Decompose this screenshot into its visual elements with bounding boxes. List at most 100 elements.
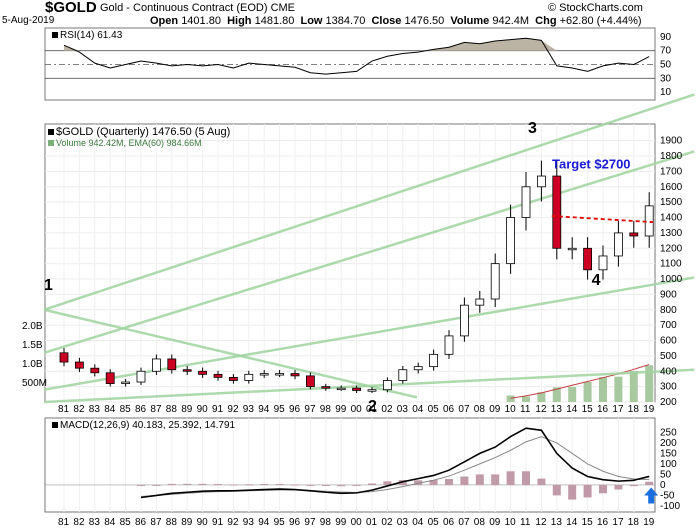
- price-label-text: $GOLD (Quarterly) 1476.50 (5 Aug): [56, 126, 231, 138]
- macd-histogram-bar: [614, 484, 623, 490]
- candle-body: [583, 247, 592, 271]
- x-tick-label: 98: [320, 404, 332, 415]
- rsi-label: RSI(14) 61.43: [52, 30, 122, 41]
- symbol-description: Gold - Continuous Contract (EOD) CME: [100, 2, 295, 14]
- exchange-text: CME: [270, 2, 296, 14]
- candle-body: [275, 373, 285, 376]
- x-tick-label: 88: [166, 404, 178, 415]
- chg-label: Chg: [535, 15, 557, 27]
- x-tick-label: 97: [304, 517, 316, 528]
- candle-body: [336, 387, 346, 391]
- x-tick-label: 98: [320, 517, 332, 528]
- candle-body: [198, 370, 208, 375]
- volume-bar: [645, 365, 654, 402]
- x-tick-label: 12: [535, 517, 547, 528]
- macd-histogram-bar: [137, 484, 145, 486]
- price-tick-label: 300: [660, 382, 677, 393]
- x-tick-label: 18: [628, 517, 640, 528]
- candle-body: [475, 298, 485, 306]
- x-tick-label: 06: [443, 517, 455, 528]
- x-tick-label: 87: [150, 404, 162, 415]
- chart-header: $GOLD Gold - Continuous Contract (EOD) C…: [0, 0, 700, 28]
- candle-body: [629, 232, 639, 237]
- close-value: 1476.50: [404, 15, 445, 27]
- x-tick-label: 86: [135, 517, 147, 528]
- rsi-tick-label: 90: [660, 32, 672, 43]
- candle-body: [537, 175, 546, 188]
- x-tick-label: 10: [505, 517, 517, 528]
- price-tick-label: 200: [660, 397, 677, 408]
- x-tick-label: 81: [58, 404, 70, 415]
- watermark: © StockCharts.com: [548, 2, 643, 14]
- x-tick-label: 16: [597, 517, 609, 528]
- rsi-marker: [52, 32, 58, 38]
- x-tick-label: 91: [212, 404, 224, 415]
- x-tick-label: 14: [566, 517, 578, 528]
- rsi-tick-label: 50: [660, 60, 672, 71]
- x-tick-label: 13: [551, 404, 563, 415]
- macd-histogram-bar: [214, 484, 222, 486]
- price-tick-label: 900: [660, 289, 677, 300]
- price-tick-label: 700: [660, 320, 677, 331]
- price-tick-label: 1200: [660, 243, 683, 254]
- volume-bar: [614, 376, 623, 402]
- volume-tick-label: 2.0B: [22, 321, 43, 332]
- price-tick-label: 1100: [660, 259, 682, 270]
- x-tick-label: 04: [412, 404, 424, 415]
- x-tick-label: 00: [351, 404, 363, 415]
- candle-body: [90, 367, 100, 374]
- candle-body: [382, 380, 392, 391]
- macd-tick-label: -50: [660, 490, 675, 501]
- candle-body: [552, 175, 562, 249]
- x-tick-label: 02: [381, 404, 393, 415]
- rsi-tick-label: 70: [660, 46, 672, 57]
- candle-body: [136, 370, 146, 383]
- x-tick-label: 93: [243, 517, 255, 528]
- trend-channel-line: [43, 308, 418, 399]
- wave-label: 2: [368, 398, 377, 415]
- candle-body: [614, 232, 623, 257]
- x-tick-label: 16: [597, 404, 609, 415]
- macd-panel-frame: [44, 417, 656, 513]
- macd-label: MACD(12,26,9) 40.183, 25.392, 14.791: [52, 420, 235, 431]
- candle-body: [182, 369, 192, 372]
- macd-histogram-bar: [460, 476, 469, 485]
- volume-label-row: Volume 942.42M, EMA(60) 984.66M: [48, 138, 202, 148]
- macd-histogram-bar: [445, 479, 453, 485]
- x-tick-label: 94: [258, 404, 270, 415]
- macd-histogram-bar: [383, 481, 392, 485]
- wave-label: 4: [592, 272, 601, 289]
- volume-bar: [506, 395, 515, 402]
- x-tick-label: 87: [150, 517, 162, 528]
- candle-body: [213, 373, 223, 378]
- wave-label: 1: [44, 277, 53, 294]
- macd-histogram-bar: [291, 484, 299, 486]
- symbol-title: $GOLD: [45, 0, 97, 16]
- price-tick-label: 1400: [660, 213, 683, 224]
- rsi-panel-frame: [44, 27, 656, 101]
- price-tick-label: 600: [660, 336, 677, 347]
- rsi-tick-label: 30: [660, 73, 672, 84]
- open-value: 1401.80: [181, 15, 221, 27]
- macd-histogram-bar: [321, 484, 330, 486]
- macd-tick-label: -100: [660, 501, 680, 512]
- price-marker: [48, 129, 54, 135]
- macd-histogram-bar: [537, 478, 546, 485]
- macd-marker: [52, 422, 58, 428]
- candle-body: [59, 352, 69, 363]
- x-tick-label: 91: [212, 517, 224, 528]
- x-tick-label: 05: [428, 517, 440, 528]
- x-tick-label: 83: [89, 404, 101, 415]
- x-tick-label: 84: [104, 517, 116, 528]
- candle-body: [321, 386, 331, 389]
- x-tick-label: 93: [243, 404, 255, 415]
- x-tick-label: 92: [227, 404, 239, 415]
- candle-body: [352, 387, 362, 391]
- volume-bar: [599, 377, 607, 402]
- candle-body: [429, 353, 439, 368]
- volume-label-text: Volume 942.42M, EMA(60) 984.66M: [56, 138, 202, 148]
- x-tick-label: 15: [582, 404, 594, 415]
- x-tick-label: 94: [258, 517, 270, 528]
- volume-bar: [537, 392, 546, 402]
- x-tick-label: 81: [58, 517, 70, 528]
